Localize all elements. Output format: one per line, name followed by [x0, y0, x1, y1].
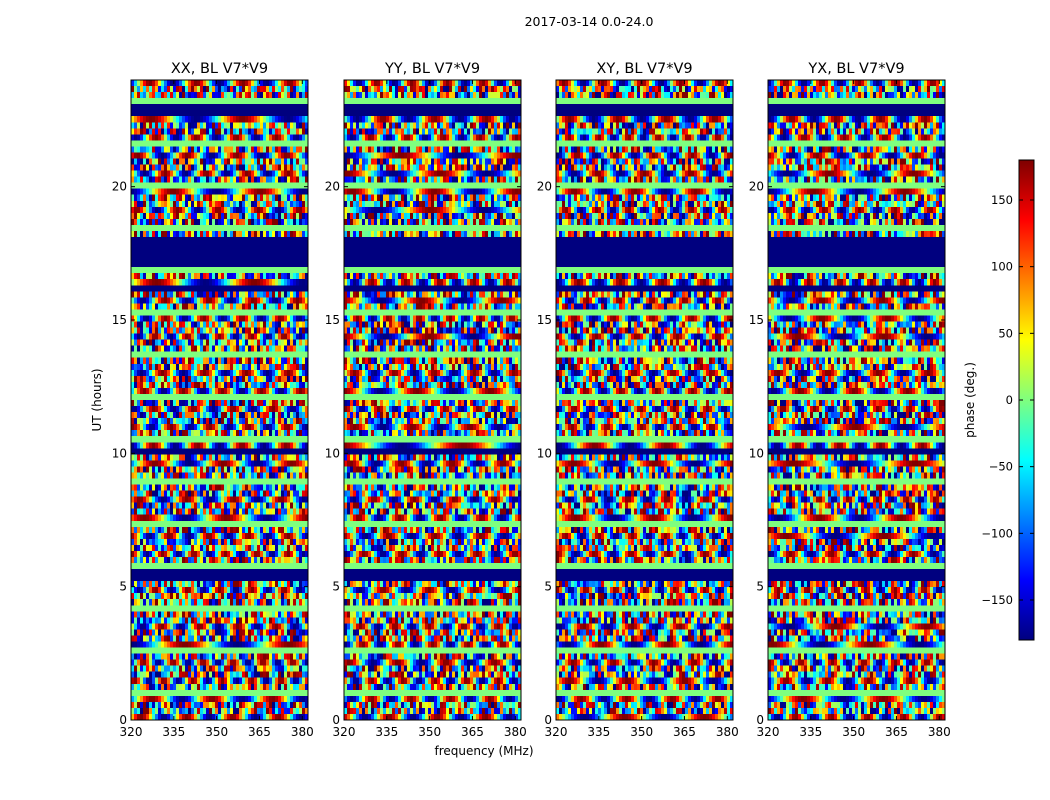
y-tick-label: 5 [544, 580, 552, 594]
colorbar-tick-label: −50 [989, 460, 1013, 474]
y-tick-label: 0 [119, 713, 127, 727]
y-tick-label: 5 [332, 580, 340, 594]
x-tick-label: 320 [333, 725, 356, 739]
colorbar-tick-label: −100 [981, 526, 1013, 540]
x-tick-label: 320 [545, 725, 568, 739]
x-tick-label: 320 [120, 725, 143, 739]
x-tick-label: 335 [799, 725, 822, 739]
axes-frame [555, 79, 734, 721]
axes-frame [130, 79, 309, 721]
y-axis-label: UT (hours) [90, 368, 104, 431]
x-tick-label: 335 [162, 725, 185, 739]
panel-title: YY, BL V7*V9 [384, 61, 480, 77]
axes-frame [767, 79, 946, 721]
colorbar-tick-label: 150 [991, 193, 1013, 207]
y-tick-label: 0 [756, 713, 764, 727]
x-tick-label: 335 [375, 725, 398, 739]
panel-xy: XY, BL V7*V9 320 335 350 365 380 0 5 10 15 20 [537, 61, 739, 739]
y-tick-label: 0 [332, 713, 340, 727]
panel-title: XY, BL V7*V9 [596, 61, 692, 77]
y-tick-label: 5 [756, 580, 764, 594]
colorbar-tick-label: 100 [991, 260, 1013, 274]
x-tick-label: 350 [205, 725, 228, 739]
x-tick-label: 365 [673, 725, 696, 739]
colorbar-tick-label: 0 [1006, 393, 1013, 407]
x-tick-label: 380 [291, 725, 314, 739]
x-axis-label: frequency (MHz) [434, 744, 533, 758]
panel-title: XX, BL V7*V9 [171, 61, 268, 77]
x-tick-label: 350 [630, 725, 653, 739]
y-tick-label: 20 [537, 180, 552, 194]
y-tick-label: 10 [749, 446, 764, 460]
figure-title: 2017-03-14 0.0-24.0 [525, 14, 654, 29]
y-tick-label: 10 [112, 446, 127, 460]
x-tick-label: 335 [587, 725, 610, 739]
x-tick-label: 380 [504, 725, 527, 739]
x-tick-label: 350 [418, 725, 441, 739]
colorbar-tick-label: −150 [981, 593, 1013, 607]
y-tick-label: 10 [537, 446, 552, 460]
colorbar-label: phase (deg.) [963, 362, 977, 438]
y-tick-label: 0 [544, 713, 552, 727]
x-tick-label: 380 [928, 725, 951, 739]
y-tick-label: 20 [325, 180, 340, 194]
y-tick-label: 15 [749, 313, 764, 327]
phase-heatmap-yy [344, 80, 521, 720]
y-tick-label: 20 [749, 180, 764, 194]
panel-yx: YX, BL V7*V9 320 335 350 365 380 0 5 10 15 20 [749, 61, 951, 739]
x-tick-label: 365 [461, 725, 484, 739]
y-tick-label: 10 [325, 446, 340, 460]
colorbar: −150 −100 −50 0 50 100 150 [981, 159, 1035, 641]
panel-title: YX, BL V7*V9 [807, 61, 904, 77]
y-tick-label: 20 [112, 180, 127, 194]
x-tick-label: 380 [716, 725, 739, 739]
x-tick-label: 365 [248, 725, 271, 739]
x-tick-label: 350 [842, 725, 865, 739]
colorbar-tick-label: 50 [998, 326, 1013, 340]
y-tick-label: 15 [325, 313, 340, 327]
phase-heatmap-xy [556, 80, 733, 720]
panel-xx: XX, BL V7*V9 320 335 350 365 380 0 5 10 15 20 [112, 61, 314, 739]
y-tick-label: 15 [537, 313, 552, 327]
x-tick-label: 320 [757, 725, 780, 739]
y-tick-label: 15 [112, 313, 127, 327]
phase-heatmap-yx [768, 80, 945, 720]
axes-frame [343, 79, 522, 721]
phase-heatmap-xx [131, 80, 308, 720]
y-tick-label: 5 [119, 580, 127, 594]
panel-yy: YY, BL V7*V9 320 335 350 365 380 0 5 10 15 20 [325, 61, 527, 739]
x-tick-label: 365 [885, 725, 908, 739]
